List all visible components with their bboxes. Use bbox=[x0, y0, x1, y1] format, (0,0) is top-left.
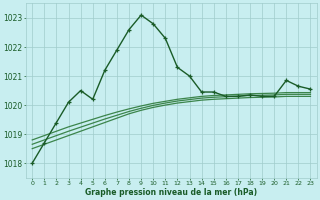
X-axis label: Graphe pression niveau de la mer (hPa): Graphe pression niveau de la mer (hPa) bbox=[85, 188, 257, 197]
